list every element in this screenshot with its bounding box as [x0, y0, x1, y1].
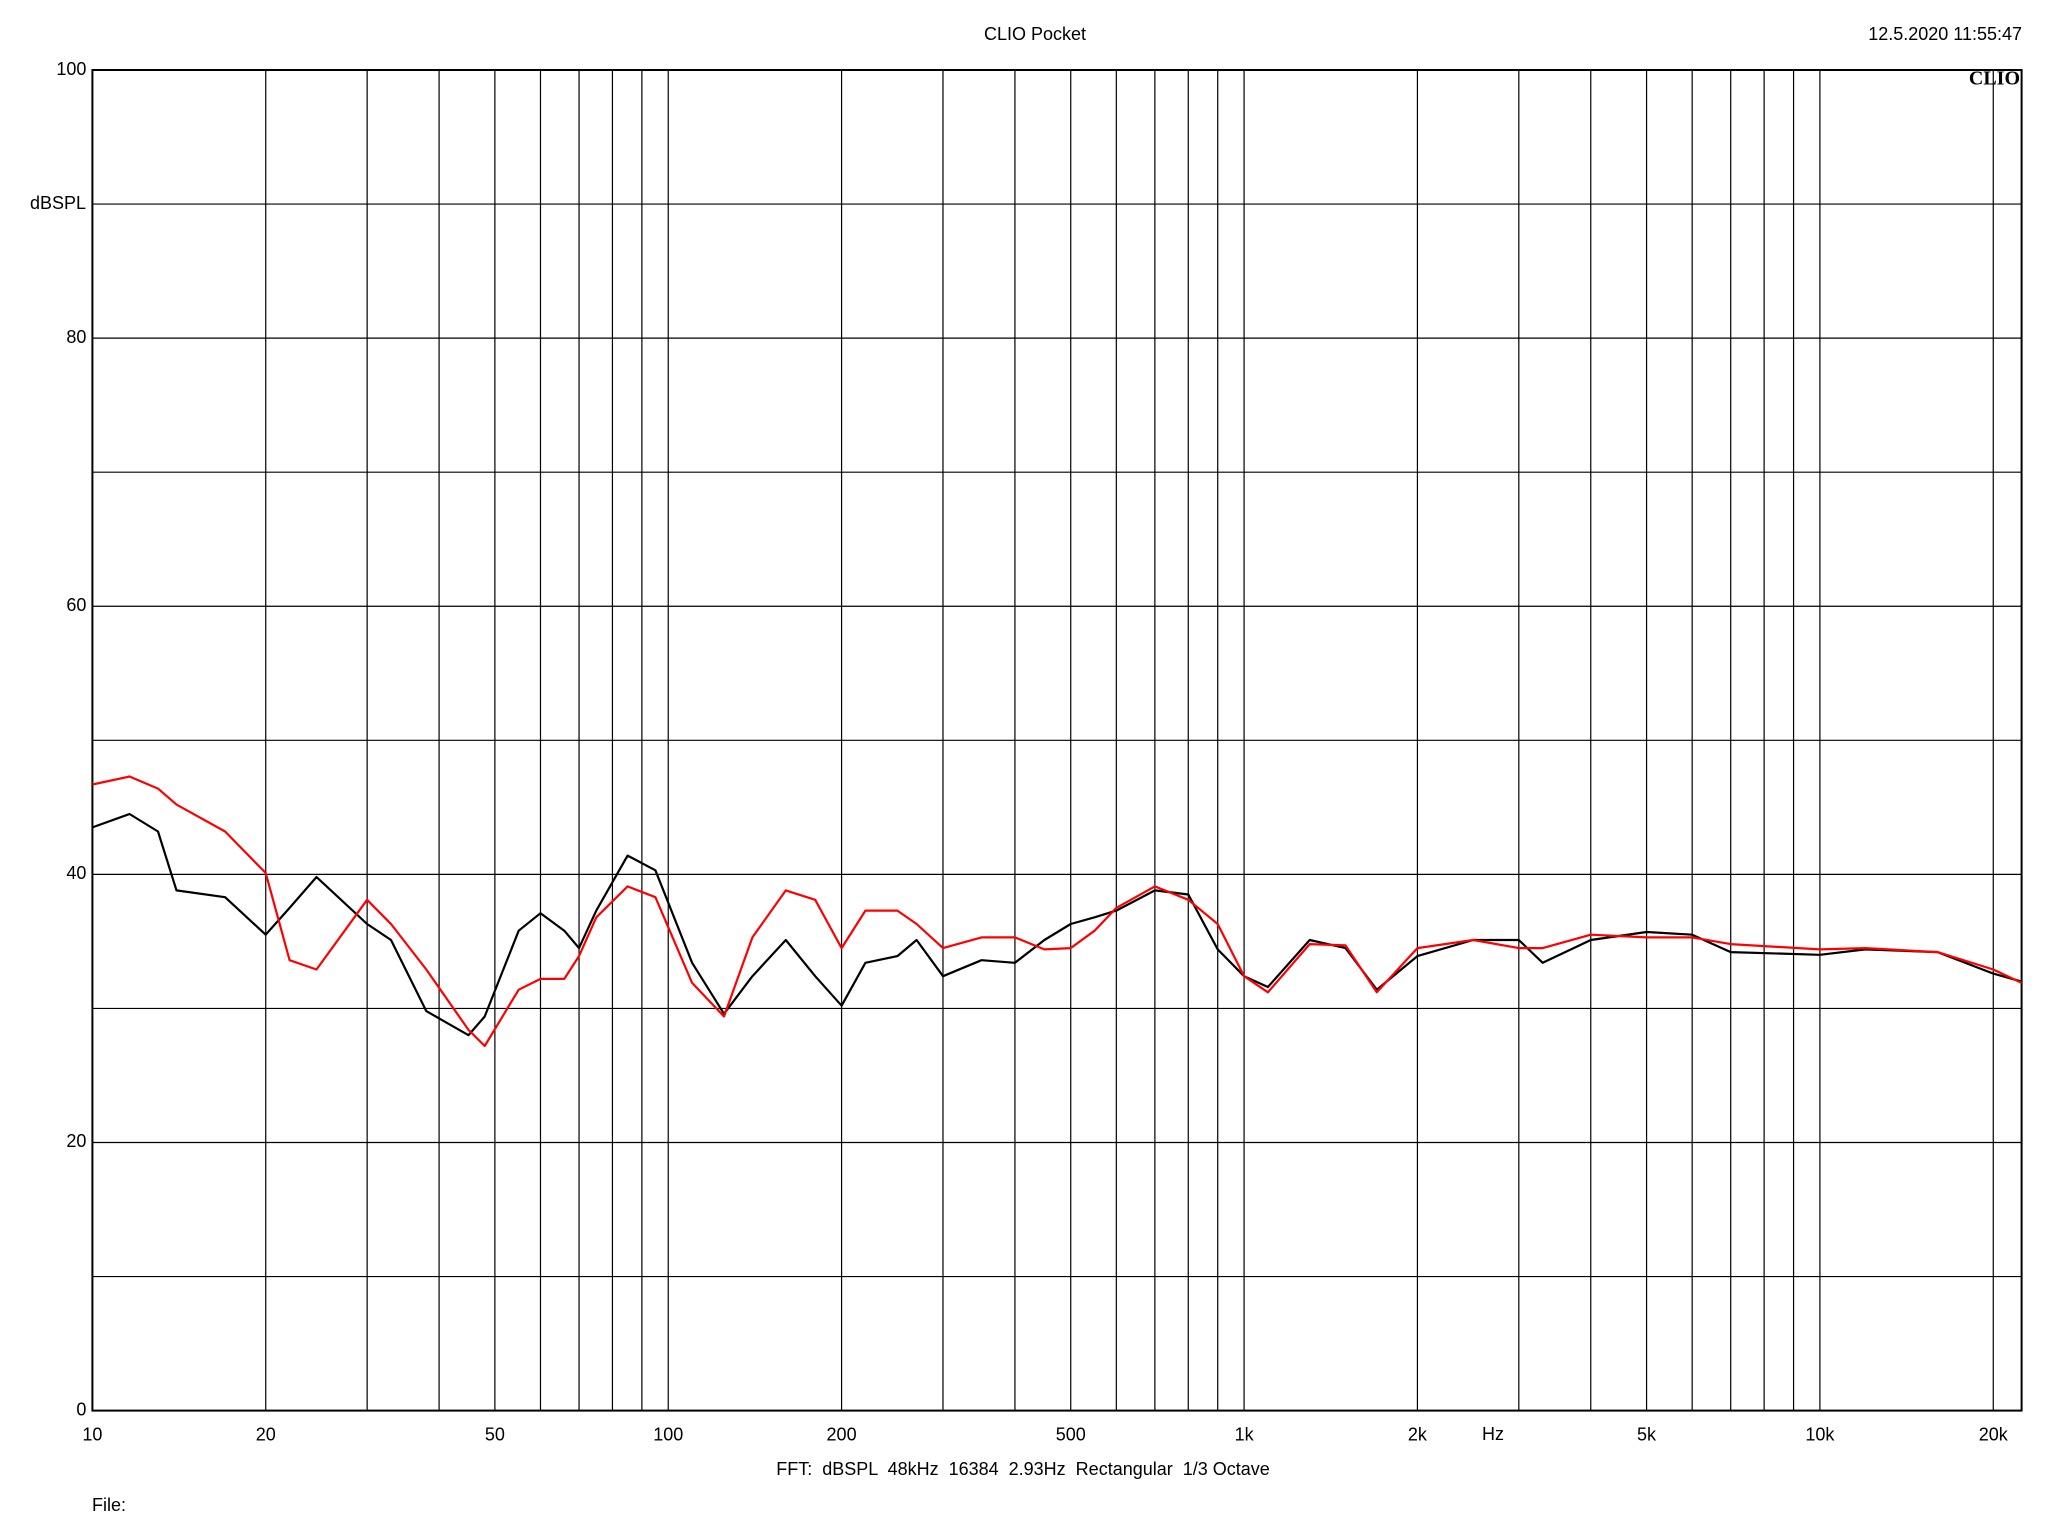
x-tick-label: 50 — [485, 1424, 505, 1444]
x-tick-label: 5k — [1637, 1424, 1657, 1444]
x-tick-label: 200 — [827, 1424, 857, 1444]
x-tick-label: 10k — [1805, 1424, 1835, 1444]
y-tick-label: 80 — [66, 327, 86, 347]
y-tick-label: 0 — [76, 1399, 86, 1419]
y-tick-label: 60 — [66, 595, 86, 615]
response-curve — [92, 812, 2022, 1037]
x-axis-label: Hz — [1482, 1424, 1504, 1444]
logo: CLIO — [1969, 68, 2020, 90]
x-tick-label: 2k — [1408, 1424, 1428, 1444]
response-curve — [92, 775, 2023, 1048]
x-tick-label: 1k — [1235, 1424, 1255, 1444]
file-label: File: — [92, 1495, 126, 1515]
y-tick-label: 40 — [66, 863, 86, 883]
x-tick-label: 10 — [82, 1424, 102, 1444]
x-tick-label: 20 — [256, 1424, 276, 1444]
x-tick-label: 100 — [653, 1424, 683, 1444]
y-tick-label: 20 — [66, 1131, 86, 1151]
chart-title: CLIO Pocket — [984, 24, 1086, 44]
y-tick-label: 100 — [56, 59, 86, 79]
x-tick-label: 20k — [1979, 1424, 2009, 1444]
timestamp: 12.5.2020 11:55:47 — [1868, 24, 2022, 44]
y-axis-label: dBSPL — [30, 193, 86, 213]
footer: FFT: dBSPL 48kHz 16384 2.93Hz Rectangula… — [776, 1459, 1270, 1479]
x-tick-label: 500 — [1056, 1424, 1086, 1444]
